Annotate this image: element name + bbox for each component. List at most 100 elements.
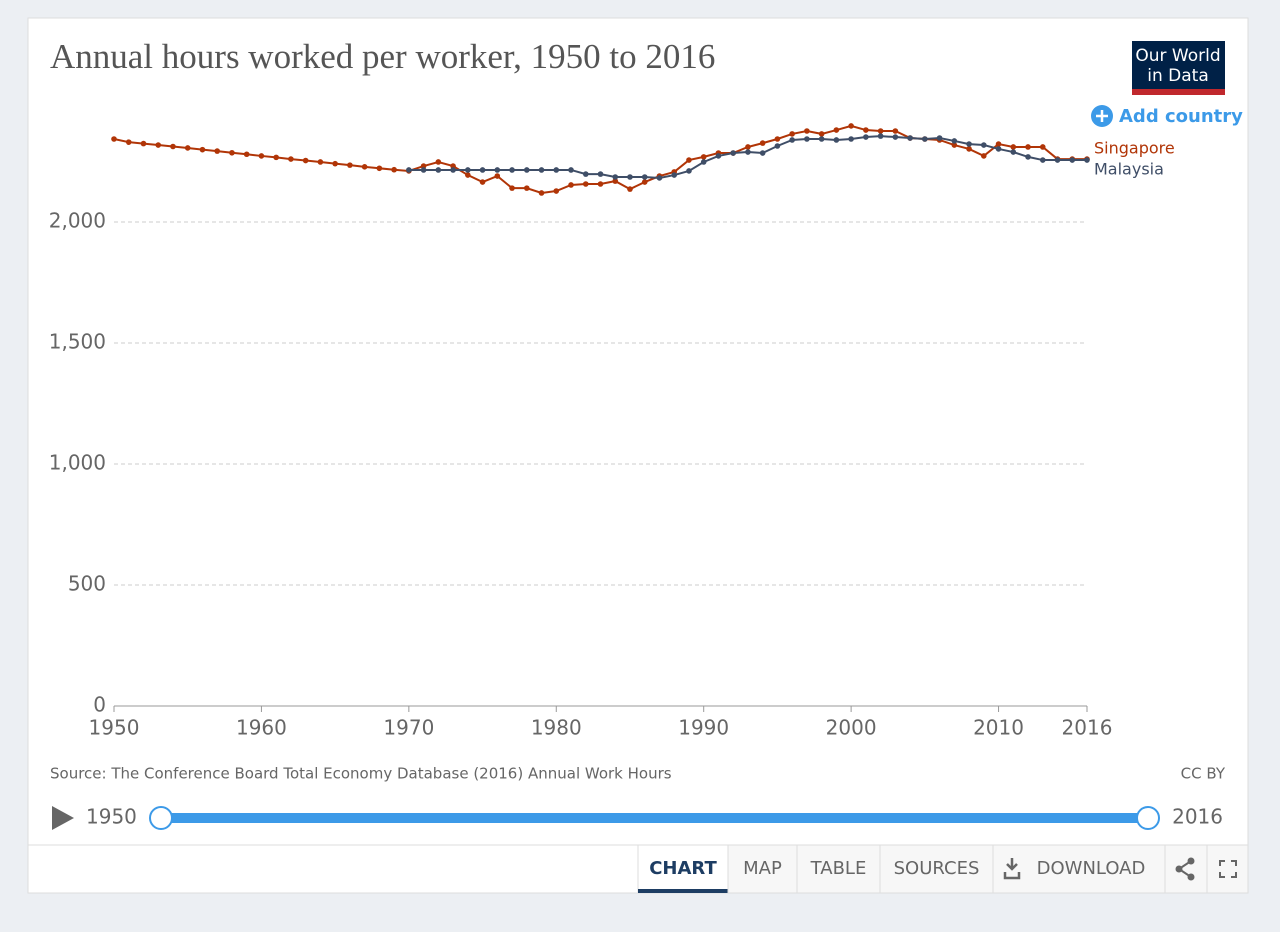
data-point xyxy=(597,171,604,177)
timeline-handle[interactable] xyxy=(1136,806,1160,830)
data-point xyxy=(833,127,840,133)
data-point xyxy=(671,172,678,178)
data-point xyxy=(229,149,235,156)
data-point xyxy=(199,146,206,153)
data-point xyxy=(568,167,574,173)
plus xyxy=(1096,110,1108,122)
data-point xyxy=(774,143,781,149)
data-point xyxy=(1025,144,1031,150)
x-tick-label: 2000 xyxy=(826,716,877,740)
data-point xyxy=(376,165,383,172)
data-point xyxy=(582,181,589,187)
data-point xyxy=(863,134,869,140)
data-point xyxy=(597,181,604,187)
data-point xyxy=(759,140,766,146)
data-point xyxy=(877,128,884,134)
data-point xyxy=(1010,144,1017,150)
data-point xyxy=(995,146,1002,152)
data-point xyxy=(686,157,692,163)
data-point xyxy=(641,174,648,180)
data-point xyxy=(568,182,574,188)
data-point xyxy=(981,153,987,159)
data-point xyxy=(184,145,191,151)
data-point xyxy=(1069,157,1076,163)
data-point xyxy=(288,156,294,162)
data-point xyxy=(1039,144,1046,150)
tab[interactable] xyxy=(879,844,994,894)
data-point xyxy=(804,136,810,142)
data-point xyxy=(332,160,338,167)
data-point xyxy=(700,154,707,160)
data-point xyxy=(715,153,722,159)
data-point xyxy=(877,133,884,139)
data-point xyxy=(789,131,795,137)
share-dot xyxy=(1187,857,1195,865)
data-point xyxy=(479,167,486,173)
data-point xyxy=(523,185,530,191)
data-point xyxy=(391,166,397,173)
data-point xyxy=(273,154,279,161)
data-point xyxy=(214,148,220,154)
data-point xyxy=(641,179,648,185)
data-point xyxy=(317,159,324,165)
tab-label: DOWNLOAD xyxy=(1037,858,1146,879)
data-point xyxy=(406,167,412,173)
y-tick-label: 1,500 xyxy=(49,330,106,354)
data-point xyxy=(494,167,501,173)
data-point xyxy=(1084,157,1090,163)
tab-label: CHART xyxy=(649,858,717,879)
license: CC BY xyxy=(1181,765,1226,783)
y-tick-label: 1,000 xyxy=(49,451,106,475)
data-point xyxy=(450,167,456,173)
data-point xyxy=(538,167,545,173)
tab-label: MAP xyxy=(743,858,782,879)
share-dot xyxy=(1187,873,1195,881)
data-point xyxy=(243,151,250,158)
data-point xyxy=(155,142,162,148)
data-point xyxy=(966,146,972,152)
data-point xyxy=(966,141,972,147)
data-point xyxy=(848,136,854,142)
data-point xyxy=(435,159,442,165)
data-point xyxy=(700,159,707,165)
data-point xyxy=(818,136,825,142)
y-tick-label: 0 xyxy=(93,693,106,717)
add-country-button[interactable]: Add country xyxy=(1091,105,1243,127)
data-point xyxy=(509,185,515,191)
play-button[interactable] xyxy=(52,806,74,830)
x-tick-label: 1970 xyxy=(383,716,434,740)
tab[interactable] xyxy=(992,844,1166,894)
x-tick-label: 2010 xyxy=(973,716,1024,740)
data-point xyxy=(435,167,442,173)
data-point xyxy=(494,173,501,179)
logo-band xyxy=(1132,89,1225,95)
fullscreen-button[interactable] xyxy=(1206,844,1249,894)
data-point xyxy=(686,168,692,174)
data-point xyxy=(656,175,663,181)
tab[interactable] xyxy=(796,844,881,894)
x-tick-label: 2016 xyxy=(1062,716,1113,740)
data-point xyxy=(302,157,309,164)
data-point xyxy=(420,167,427,173)
data-point xyxy=(612,178,619,184)
data-point xyxy=(995,141,1002,147)
data-point xyxy=(745,149,751,155)
logo xyxy=(1132,41,1225,95)
data-point xyxy=(258,153,265,159)
data-point xyxy=(170,143,176,150)
data-point xyxy=(1039,157,1046,163)
legend-label: Malaysia xyxy=(1094,160,1164,179)
data-point xyxy=(981,142,987,148)
data-point xyxy=(361,164,368,170)
tab[interactable] xyxy=(727,844,798,894)
tab[interactable] xyxy=(637,844,729,894)
data-point xyxy=(804,128,810,134)
timeline-handle[interactable] xyxy=(149,806,173,830)
data-point xyxy=(420,163,427,169)
x-tick-label: 1960 xyxy=(236,716,287,740)
source: Source: The Conference Board Total Econo… xyxy=(50,765,672,783)
share-button[interactable] xyxy=(1164,844,1208,894)
data-point xyxy=(789,137,795,143)
data-point xyxy=(774,136,781,142)
